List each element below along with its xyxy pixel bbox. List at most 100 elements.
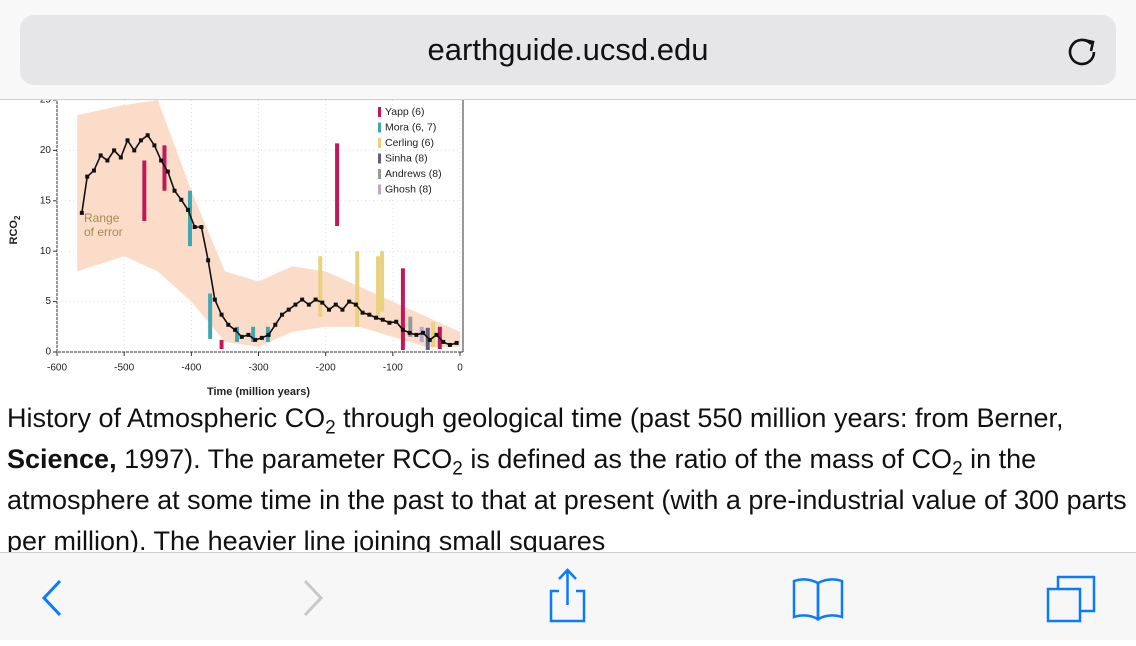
x-tick-label: -300 xyxy=(248,363,268,374)
subscript: 2 xyxy=(325,417,336,439)
rco2-point xyxy=(367,312,372,317)
caption-text: is defined as the ratio of the mass of C… xyxy=(462,444,953,474)
x-tick-label: -500 xyxy=(114,363,134,374)
rco2-point xyxy=(407,330,412,335)
legend-swatch xyxy=(378,122,381,133)
proxy-bar xyxy=(251,326,256,342)
rco2-point xyxy=(421,330,426,335)
rco2-point xyxy=(105,158,110,163)
forward-button[interactable] xyxy=(303,579,324,617)
rco2-point xyxy=(165,169,170,174)
rco2-point xyxy=(138,138,143,143)
y-axis-label-sub: 2 xyxy=(13,215,22,220)
rco2-point xyxy=(374,315,379,320)
proxy-bar xyxy=(162,145,167,191)
rco2-point xyxy=(179,197,184,202)
proxy-bar xyxy=(376,256,381,317)
rco2-point xyxy=(91,168,96,173)
legend-label: Cerling (6) xyxy=(385,137,434,149)
y-tick-label: 5 xyxy=(45,296,51,307)
rco2-point xyxy=(286,307,291,312)
proxy-bar xyxy=(235,326,240,342)
rco2-point xyxy=(306,302,311,307)
rco2-point xyxy=(246,332,251,337)
rco2-point xyxy=(387,320,392,325)
rco2-point xyxy=(112,148,117,153)
rco2-point xyxy=(185,207,190,212)
subscript: 2 xyxy=(952,458,963,480)
x-tick-label: -200 xyxy=(316,363,336,374)
rco2-point xyxy=(219,312,224,317)
rco2-point xyxy=(132,148,137,153)
rco2-point xyxy=(280,312,285,317)
rco2-point xyxy=(441,339,446,344)
rco2-point xyxy=(360,310,365,315)
bookmarks-button[interactable] xyxy=(792,578,844,622)
proxy-bar xyxy=(219,339,224,349)
legend-label: Andrews (8) xyxy=(385,168,442,180)
address-bar-area: earthguide.ucsd.edu xyxy=(0,0,1136,100)
rco2-point xyxy=(118,155,123,160)
x-tick-label: -600 xyxy=(47,363,67,374)
rco2-point xyxy=(159,158,164,163)
rco2-point xyxy=(400,327,405,332)
rco2-point xyxy=(232,327,237,332)
y-tick-label: 25 xyxy=(40,95,52,106)
rco2-point xyxy=(447,342,452,347)
rco2-point xyxy=(347,299,352,304)
annotation: Range xyxy=(84,211,120,225)
rco2-point xyxy=(454,340,459,345)
annotation: of error xyxy=(84,225,123,239)
rco2-point xyxy=(212,297,217,302)
y-tick-label: 15 xyxy=(40,195,52,206)
y-axis-label-text: RCO xyxy=(8,220,20,245)
rco2-point xyxy=(192,225,197,230)
y-axis-label: RCO2 xyxy=(8,215,22,244)
legend-swatch xyxy=(378,153,381,164)
legend-label: Sinha (8) xyxy=(385,152,428,164)
proxy-bar xyxy=(431,321,436,347)
rco2-point xyxy=(434,332,439,337)
rco2-point xyxy=(79,210,84,215)
url[interactable]: earthguide.ucsd.edu xyxy=(427,32,709,67)
reload-button[interactable] xyxy=(1062,30,1102,70)
rco2-point xyxy=(353,302,358,307)
subscript: 2 xyxy=(452,458,463,480)
address-bar[interactable]: earthguide.ucsd.edu xyxy=(20,15,1116,85)
back-button[interactable] xyxy=(41,579,62,617)
proxy-bar xyxy=(335,143,340,226)
rco2-point xyxy=(266,332,271,337)
caption-text: 1997). The parameter RCO xyxy=(116,444,453,474)
legend-swatch xyxy=(378,169,381,179)
tabs-button[interactable] xyxy=(1046,575,1096,623)
rco2-point xyxy=(300,297,305,302)
legend-label: Ghosh (8) xyxy=(385,183,432,195)
legend-swatch xyxy=(378,107,381,117)
y-tick-label: 10 xyxy=(40,246,52,257)
rco2-point xyxy=(98,153,103,158)
rco2-point xyxy=(320,300,325,305)
rco2-point xyxy=(199,225,204,230)
x-tick-label: -400 xyxy=(181,363,201,374)
rco2-point xyxy=(253,337,258,342)
share-button[interactable] xyxy=(549,568,586,623)
rco2-point xyxy=(239,334,244,339)
proxy-bar xyxy=(142,160,147,221)
rco2-point xyxy=(85,174,90,179)
rco2-point xyxy=(125,138,130,143)
rco2-point xyxy=(313,297,318,302)
rco2-point xyxy=(333,302,338,307)
toolbar-icons xyxy=(41,568,1096,623)
proxy-bar xyxy=(355,251,360,327)
legend-label: Mora (6, 7) xyxy=(385,121,436,133)
rco2-point xyxy=(259,335,264,340)
rco2-point xyxy=(414,332,419,337)
proxy-bar xyxy=(187,190,192,247)
legend-swatch xyxy=(378,138,381,148)
x-tick-label: -100 xyxy=(383,363,403,374)
proxy-bar xyxy=(208,293,213,339)
caption-bold: Science, xyxy=(7,444,117,474)
rco2-point xyxy=(380,317,385,322)
caption: History of Atmospheric CO2 through geolo… xyxy=(7,398,1132,552)
x-tick-label: 0 xyxy=(457,363,463,374)
